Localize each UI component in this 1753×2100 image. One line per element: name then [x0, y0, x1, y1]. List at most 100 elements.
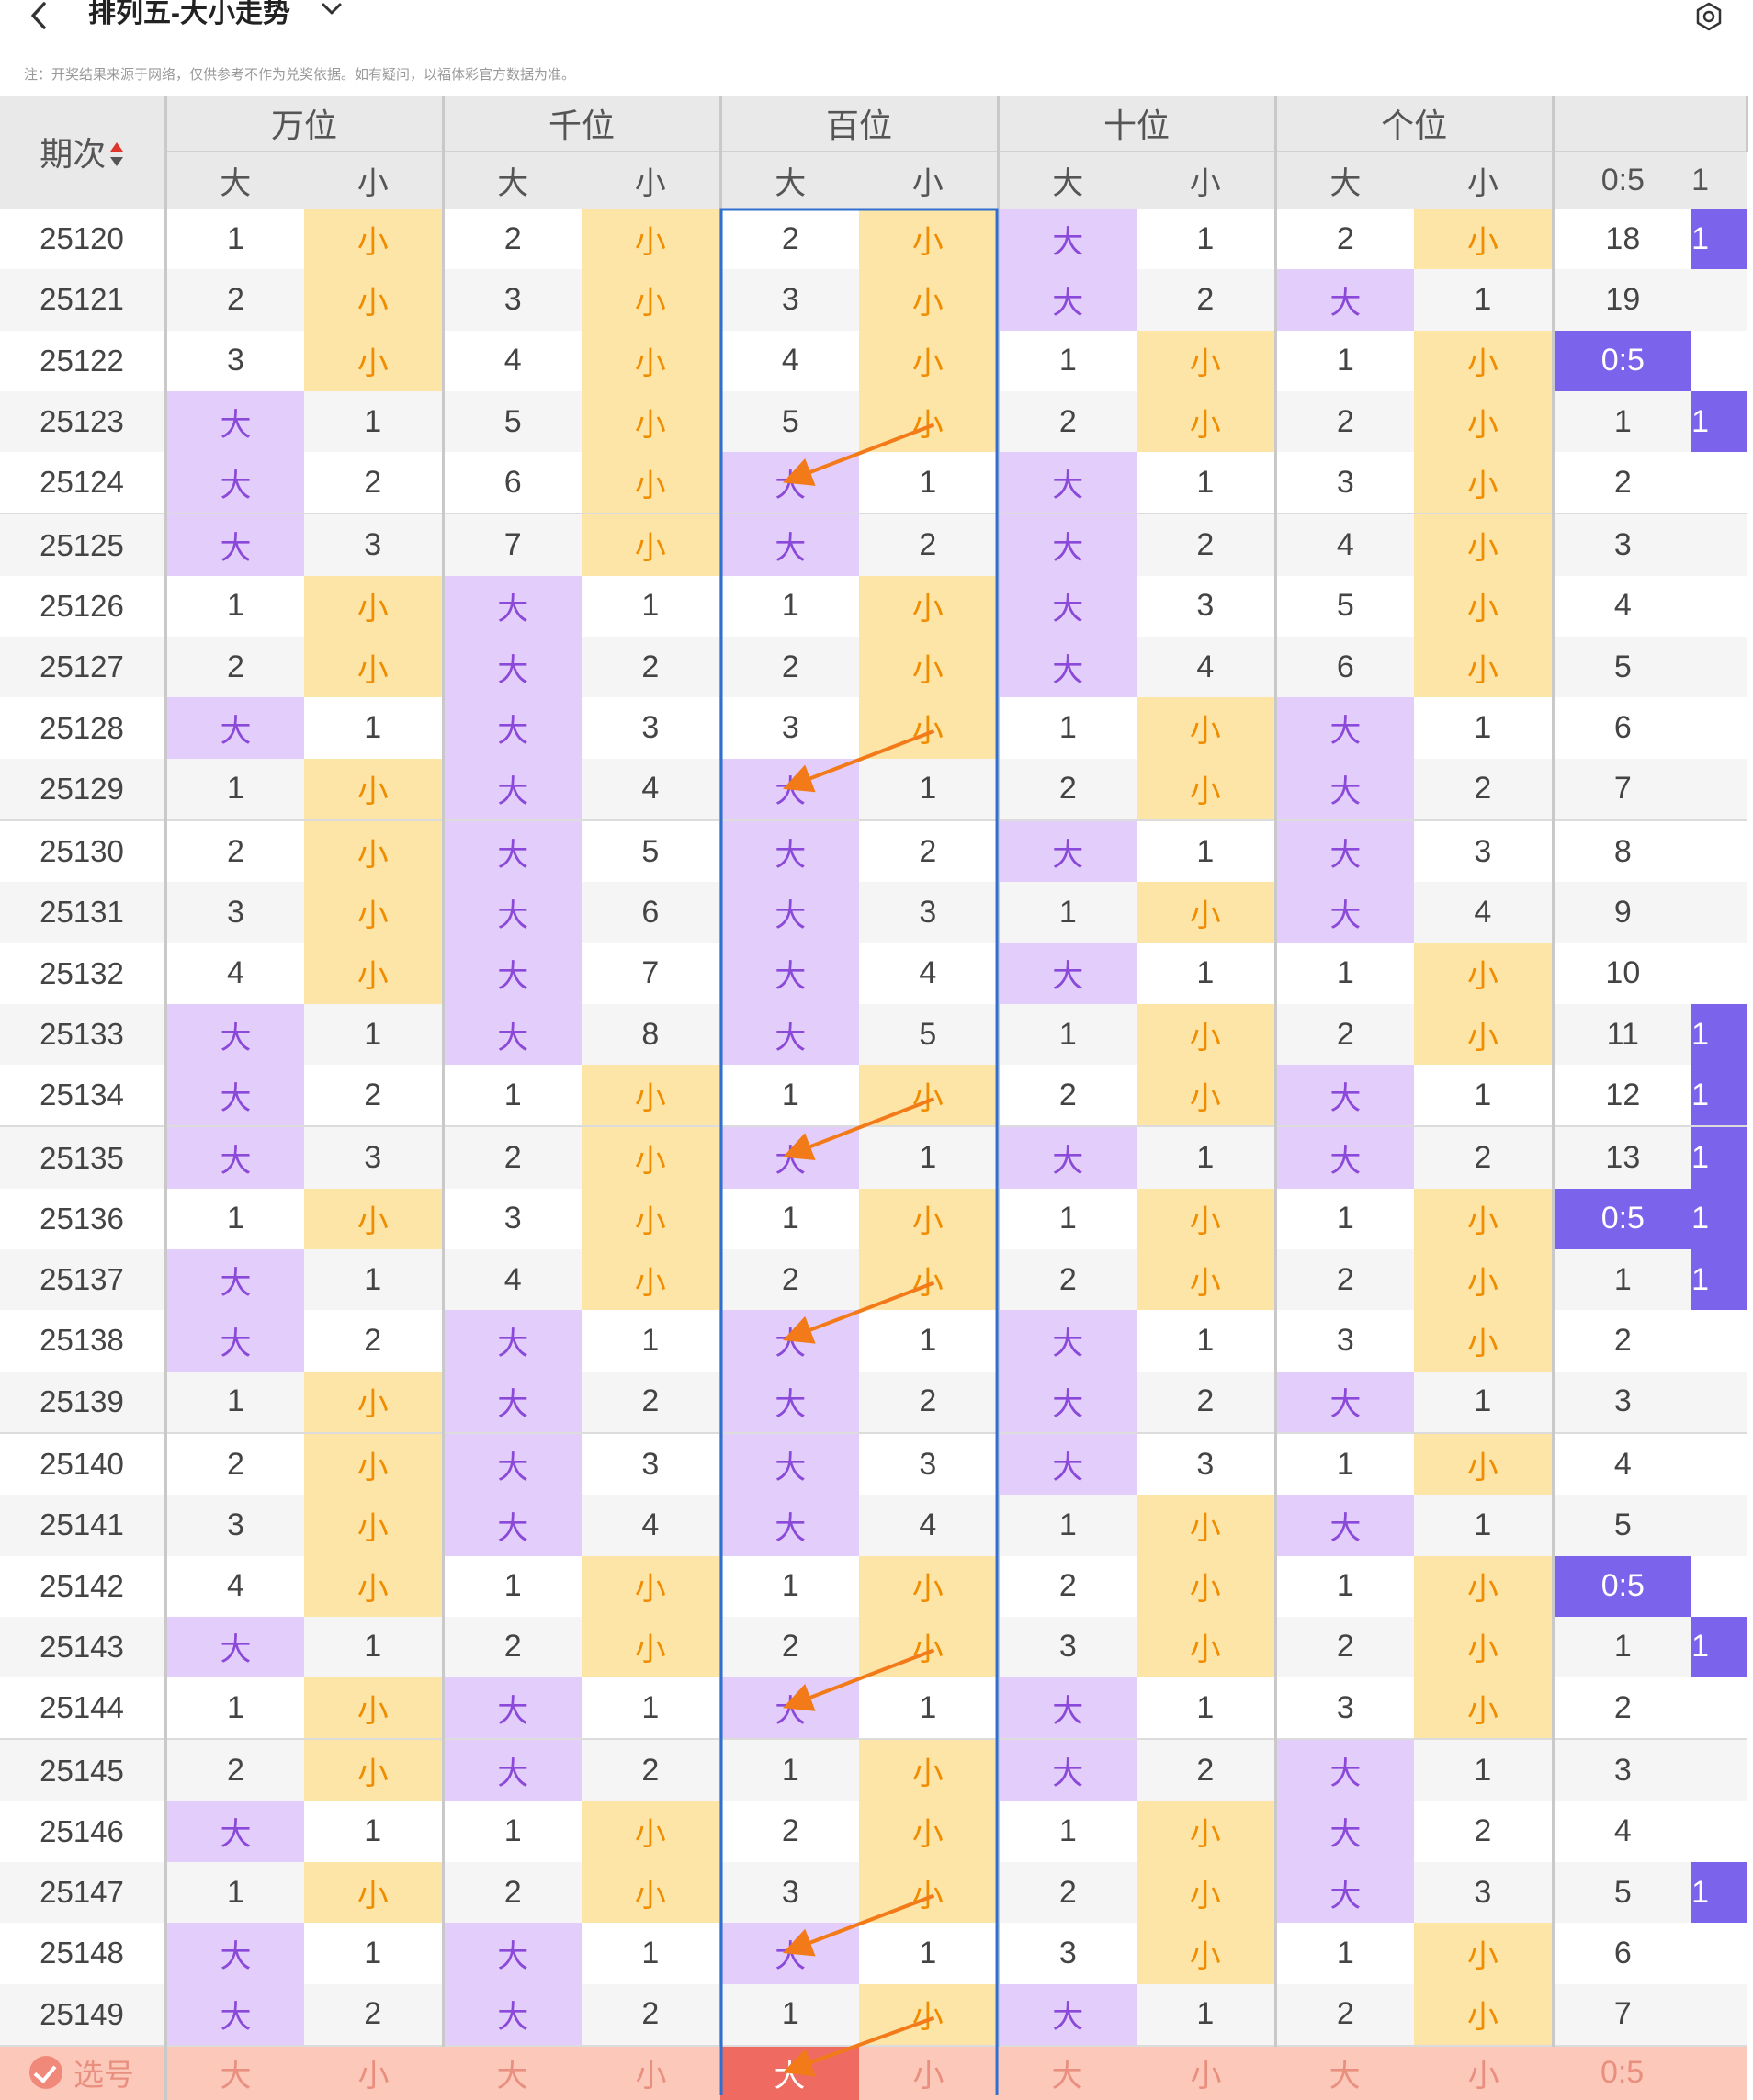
trend-cell: 大: [998, 269, 1137, 331]
trend-cell: 大: [998, 1310, 1137, 1372]
trend-cell: 1: [443, 1555, 582, 1617]
trend-cell: 大: [443, 1310, 582, 1372]
table-row[interactable]: 25149 大 2 大 2 1 小大 1 2 小 7: [0, 1983, 1747, 2047]
trend-cell: 大: [443, 758, 582, 821]
trend-cell: 大: [165, 1801, 304, 1863]
table-row[interactable]: 25135 大 3 2 小大 1 大 1 大 2 13 1: [0, 1126, 1747, 1189]
trend-cell: 3: [165, 882, 304, 943]
select-option[interactable]: 大: [720, 2045, 860, 2100]
chevron-down-icon[interactable]: [320, 0, 344, 24]
trend-cell: 2: [304, 1065, 445, 1128]
select-option[interactable]: 小: [859, 2045, 999, 2100]
column-header-position: 千位: [443, 96, 722, 152]
select-option[interactable]: 小: [1137, 2045, 1276, 2100]
table-row[interactable]: 25140 2 小大 3 大 3 大 3 1 小 4: [0, 1432, 1747, 1496]
sort-arrows-icon[interactable]: [109, 138, 124, 176]
trend-cell: 1: [1137, 1677, 1277, 1741]
trend-cell: 大: [165, 1983, 304, 2047]
trend-cell: 大: [1275, 1495, 1415, 1556]
ratio-cell: 4: [1553, 1432, 1692, 1496]
extra-cell: 1: [1691, 1065, 1747, 1128]
subheader-big: 大: [998, 151, 1137, 209]
trend-cell: 小: [582, 1555, 722, 1617]
trend-cell: 小: [304, 575, 445, 638]
trend-cell: 2: [1275, 1983, 1415, 2047]
table-row[interactable]: 25133 大 1 大 8 大 5 1 小 2 小 11 1: [0, 1003, 1747, 1066]
ratio-cell: 2: [1553, 452, 1692, 515]
table-row[interactable]: 25129 1 小大 4 大 1 2 小大 2 7: [0, 758, 1747, 821]
column-header-period[interactable]: 期次: [0, 96, 167, 209]
table-row[interactable]: 25127 2 小大 2 2 小大 4 6 小 5: [0, 637, 1747, 698]
trend-cell: 2: [998, 758, 1137, 821]
table-row[interactable]: 25136 1 小 3 小 1 小 1 小 1 小 0:5 1: [0, 1188, 1747, 1250]
trend-cell: 1: [165, 758, 304, 821]
trend-cell: 1: [582, 1310, 722, 1372]
trend-cell: 大: [998, 1983, 1137, 2047]
table-row[interactable]: 25143 大 1 2 小 2 小 3 小 2 小 1 1: [0, 1616, 1747, 1678]
table-row[interactable]: 25130 2 小大 5 大 2 大 1 大 3 8: [0, 819, 1747, 883]
trend-cell: 小: [859, 209, 1000, 270]
trend-cell: 小: [859, 1065, 1000, 1128]
trend-cell: 小: [1414, 1555, 1555, 1617]
table-row[interactable]: 25142 4 小 1 小 1 小 2 小 1 小 0:5: [0, 1555, 1747, 1617]
select-option[interactable]: 大: [1275, 2045, 1415, 2100]
trend-cell: 大: [1275, 269, 1415, 331]
extra-cell: [1691, 452, 1747, 515]
table-row[interactable]: 25124 大 2 6 小大 1 大 1 3 小 2: [0, 452, 1747, 515]
table-row[interactable]: 25126 1 小大 1 1 小大 3 5 小 4: [0, 575, 1747, 638]
table-row[interactable]: 25134 大 2 1 小 1 小 2 小大 1 12 1: [0, 1065, 1747, 1128]
trend-cell: 小: [582, 390, 722, 453]
table-row[interactable]: 25123 大 1 5 小 5 小 2 小 2 小 1 1: [0, 390, 1747, 453]
trend-cell: 2: [443, 1616, 582, 1678]
trend-cell: 3: [720, 269, 860, 331]
table-row[interactable]: 25147 1 小 2 小 3 小 2 小大 3 5 1: [0, 1862, 1747, 1924]
trend-cell: 小: [859, 697, 1000, 759]
table-row[interactable]: 25141 3 小大 4 大 4 1 小大 1 5: [0, 1495, 1747, 1556]
trend-cell: 小: [1137, 390, 1277, 453]
table-row[interactable]: 25120 1 小 2 小 2 小大 1 2 小 18 1: [0, 209, 1747, 270]
trend-cell: 3: [1275, 1310, 1415, 1372]
table-row[interactable]: 25125 大 3 7 小大 2 大 2 4 小 3: [0, 514, 1747, 576]
table-row[interactable]: 25122 3 小 4 小 4 小 1 小 1 小 0:5: [0, 330, 1747, 391]
trend-cell: 2: [1275, 209, 1415, 270]
select-row[interactable]: 选号大小大小大小大小大小 0:5: [0, 2045, 1747, 2100]
extra-cell: [1691, 330, 1747, 391]
select-button[interactable]: 选号: [0, 2045, 167, 2100]
table-row[interactable]: 25145 2 小大 2 1 小大 2 大 1 3: [0, 1739, 1747, 1801]
trend-cell: 小: [304, 1739, 445, 1801]
back-chevron-icon[interactable]: [26, 0, 62, 33]
page-title[interactable]: 排列五-大小走势: [88, 0, 290, 28]
table-row[interactable]: 25128 大 1 大 3 3 小 1 小大 1 6: [0, 697, 1747, 759]
subheader-big: 大: [1275, 151, 1415, 209]
select-option[interactable]: 大: [443, 2045, 582, 2100]
table-row[interactable]: 25148 大 1 大 1 大 1 3 小 1 小 6: [0, 1923, 1747, 1984]
table-row[interactable]: 25131 3 小大 6 大 3 1 小大 4 9: [0, 882, 1747, 943]
table-row[interactable]: 25138 大 2 大 1 大 1 大 1 3 小 2: [0, 1310, 1747, 1372]
select-option[interactable]: 小: [304, 2045, 444, 2100]
subheader-big: 大: [443, 151, 582, 209]
trend-cell: 大: [165, 1065, 304, 1128]
table-row[interactable]: 25137 大 1 4 小 2 小 2 小 2 小 1 1: [0, 1249, 1747, 1311]
trend-cell: 小: [1137, 1616, 1277, 1678]
trend-cell: 1: [1275, 943, 1415, 1004]
trend-cell: 2: [165, 819, 304, 883]
trend-cell: 大: [720, 1310, 860, 1372]
select-option[interactable]: 大: [165, 2045, 304, 2100]
trend-cell: 小: [304, 330, 445, 391]
table-row[interactable]: 25146 大 1 1 小 2 小 1 小大 2 4: [0, 1801, 1747, 1863]
table-row[interactable]: 25144 1 小大 1 大 1 大 1 3 小 2: [0, 1677, 1747, 1741]
trend-cell: 4: [859, 943, 1000, 1004]
table-row[interactable]: 25132 4 小大 7 大 4 大 1 1 小 10: [0, 943, 1747, 1004]
trend-cell: 小: [1137, 758, 1277, 821]
select-extra: [1691, 2045, 1747, 2100]
select-option[interactable]: 大: [998, 2045, 1137, 2100]
select-option[interactable]: 小: [582, 2045, 721, 2100]
trend-cell: 小: [1137, 1003, 1277, 1066]
disclaimer-text: 注：开奖结果来源于网络，仅供参考不作为兑奖依据。如有疑问，以福体彩官方数据为准。: [24, 67, 576, 83]
table-row[interactable]: 25139 1 小大 2 大 2 大 2 大 1 3: [0, 1371, 1747, 1434]
extra-cell: [1691, 269, 1747, 331]
select-option[interactable]: 小: [1414, 2045, 1554, 2100]
table-row[interactable]: 25121 2 小 3 小 3 小大 2 大 1 19: [0, 269, 1747, 331]
ratio-cell: 4: [1553, 1801, 1692, 1863]
settings-gear-icon[interactable]: [1692, 0, 1725, 33]
